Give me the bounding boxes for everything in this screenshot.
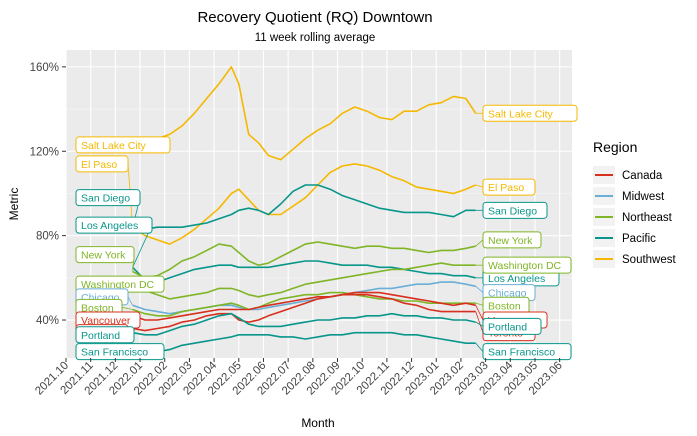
series-label: Washington DC [488,260,562,272]
series-line [132,262,476,300]
legend-label: Midwest [622,191,665,203]
series-label: Salt Lake City [81,140,147,152]
chart-title: Recovery Quotient (RQ) Downtown [197,9,432,26]
series-line [132,291,476,317]
series-label: San Diego [488,205,537,217]
label-box [482,256,572,274]
series-label: Chicago [488,288,527,300]
y-tick-label: 80% [36,231,59,243]
series-group [132,66,477,353]
series-label: Portland [81,330,120,342]
label-leader [121,306,133,310]
label-box [75,155,129,173]
label-leader [475,285,484,293]
series-line [132,163,477,245]
label-leader [475,184,484,188]
series-line [132,312,476,336]
label-box [482,343,572,361]
label-box [482,178,536,196]
series-labels: Salt Lake City Salt Lake City El Paso El Pa… [75,104,578,361]
series-line [132,241,476,279]
label-leader [475,311,484,333]
label-leader [127,296,133,306]
label-box [75,326,135,344]
legend-label: Canada [622,170,663,182]
label-box [75,343,165,361]
legend-label: Southwest [622,254,677,266]
series-label: El Paso [81,159,117,171]
legend-title: Region [593,139,637,155]
label-box [75,136,171,154]
x-axis: 2021.102021.112021.122022.012022.022022.… [33,358,565,398]
x-axis-title: Month [301,416,334,430]
label-box [482,231,542,249]
series-label: Salt Lake City [488,108,554,120]
legend-label: Pacific [622,233,656,245]
label-box [75,189,141,207]
series-line [132,331,476,353]
series-line [132,291,476,321]
series-label: Boston [488,300,521,312]
label-box [482,201,548,219]
series-label: Washington DC [81,279,155,291]
label-leader [475,239,484,247]
series-label: Vancouver [81,315,131,327]
series-line [132,66,477,161]
y-tick-label: 40% [36,315,59,327]
label-box [482,317,542,335]
series-label: El Paso [488,182,524,194]
series-label: Portland [488,321,527,333]
series-label: Los Angeles [488,273,545,285]
label-leader [475,302,484,306]
series-line [132,184,476,231]
y-axis-title: Metric [7,188,21,221]
label-box [75,246,135,264]
series-label: San Diego [81,193,130,205]
legend: Region Canada Midwest Northeast Pacific Sout… [593,139,677,268]
chart-subtitle: 11 week rolling average [255,32,376,44]
series-label: New York [81,250,126,262]
series-line [132,260,476,283]
y-tick-label: 120% [30,146,59,158]
series-label: Los Angeles [81,220,138,232]
series-line [132,293,476,332]
label-leader [475,342,484,352]
series-label: New York [488,235,533,247]
label-leader [475,321,484,327]
legend-label: Northeast [622,212,673,224]
y-tick-label: 160% [30,62,59,74]
series-label: Boston [81,302,114,314]
series-label: San Francisco [488,347,555,359]
label-leader [475,305,484,321]
label-box [482,104,578,122]
y-axis: 40% 80% 120% 160% [30,62,66,327]
label-box [75,216,153,234]
series-label: San Francisco [81,347,148,359]
